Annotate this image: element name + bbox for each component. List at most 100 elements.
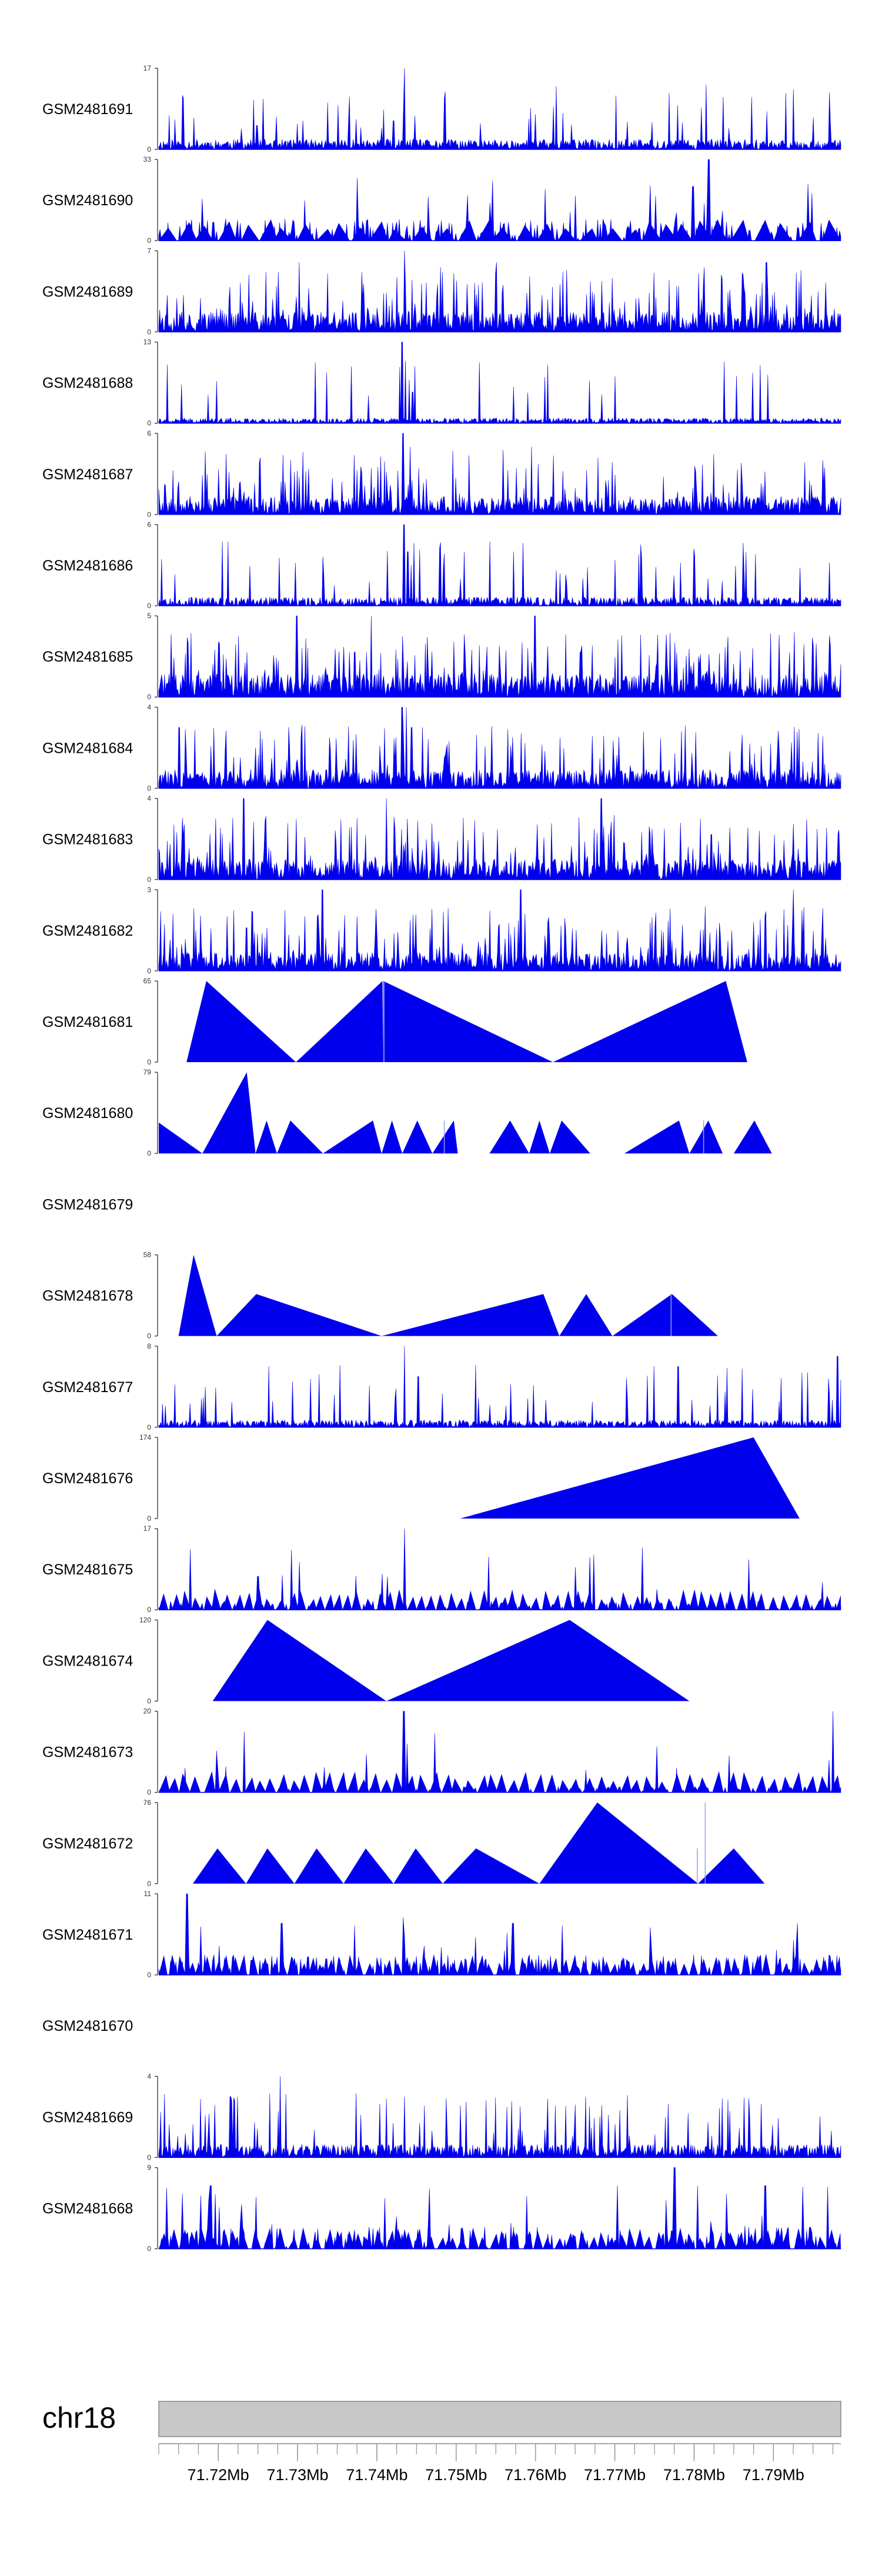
coverage-triangle bbox=[604, 228, 623, 241]
coverage-triangle bbox=[818, 1776, 829, 1793]
coverage-triangle bbox=[216, 1294, 382, 1336]
coverage-triangle bbox=[469, 2227, 479, 2249]
coverage-triangle bbox=[369, 1773, 381, 1793]
y-tick-label-zero: 0 bbox=[147, 967, 151, 975]
y-tick-label-zero: 0 bbox=[147, 1149, 151, 1157]
y-tick-label-max: 33 bbox=[143, 155, 152, 163]
coverage-triangle bbox=[383, 981, 553, 1062]
coverage-triangle bbox=[221, 1955, 230, 1975]
coverage-triangle bbox=[277, 1120, 323, 1154]
coverage-triangle bbox=[346, 1954, 356, 1975]
coverage-triangle bbox=[496, 1774, 507, 1793]
track-label: GSM2481672 bbox=[42, 1836, 133, 1852]
coverage-triangle bbox=[553, 981, 747, 1062]
coverage-triangle bbox=[296, 981, 383, 1062]
coverage-area bbox=[158, 615, 841, 698]
coverage-area bbox=[158, 251, 841, 332]
coverage-area bbox=[158, 433, 841, 515]
track-label: GSM2481677 bbox=[42, 1379, 133, 1396]
coverage-area bbox=[158, 524, 841, 606]
coverage-triangle bbox=[730, 1958, 740, 1975]
coverage-triangle bbox=[550, 1120, 590, 1154]
coverage-area bbox=[158, 1346, 841, 1428]
track-label: GSM2481674 bbox=[42, 1653, 133, 1669]
coverage-triangle bbox=[238, 1954, 247, 1975]
track-GSM2481687: GSM2481687 6 0 bbox=[42, 429, 841, 519]
y-tick-label-max: 6 bbox=[147, 429, 151, 438]
coverage-triangle bbox=[316, 229, 335, 241]
track-GSM2481686: GSM2481686 6 0 bbox=[42, 520, 841, 610]
track-GSM2481683: GSM2481683 4 0 bbox=[42, 795, 841, 884]
chromosome-ideogram bbox=[158, 2401, 841, 2437]
coverage-triangle bbox=[559, 1294, 613, 1336]
y-tick-label-zero: 0 bbox=[147, 2153, 151, 2161]
coverage-triangle bbox=[496, 1963, 505, 1975]
coverage-triangle bbox=[181, 1590, 191, 1610]
coverage-triangle bbox=[380, 1779, 392, 1793]
track-GSM2481674: GSM2481674 120 0 bbox=[42, 1616, 690, 1705]
coverage-triangle bbox=[211, 1589, 221, 1610]
coverage-triangle bbox=[436, 1594, 446, 1610]
coverage-triangle bbox=[382, 1294, 560, 1336]
y-tick-label-zero: 0 bbox=[147, 2245, 151, 2253]
coverage-triangle bbox=[212, 1620, 387, 1701]
coverage-triangle bbox=[589, 2237, 599, 2249]
y-tick-label-zero: 0 bbox=[147, 784, 151, 792]
coverage-triangle bbox=[689, 1589, 699, 1610]
coverage-triangle bbox=[533, 1774, 545, 1793]
y-tick-label-max: 5 bbox=[147, 612, 151, 620]
coverage-triangle bbox=[624, 1120, 690, 1154]
track-label: GSM2481680 bbox=[42, 1105, 133, 1122]
track-label: GSM2481670 bbox=[42, 2018, 133, 2034]
coverage-triangle bbox=[597, 2232, 607, 2249]
coverage-triangle bbox=[659, 224, 677, 241]
coverage-triangle bbox=[596, 1776, 607, 1793]
coverage-triangle bbox=[342, 1594, 352, 1610]
coverage-triangle bbox=[529, 1120, 550, 1154]
coverage-area bbox=[158, 707, 841, 789]
track-label: GSM2481688 bbox=[42, 375, 133, 392]
track-label: GSM2481678 bbox=[42, 1288, 133, 1304]
coverage-triangle bbox=[754, 219, 773, 241]
coverage-triangle bbox=[781, 1776, 792, 1793]
axis-tick-label: 71.79Mb bbox=[743, 2466, 804, 2484]
coverage-triangle bbox=[159, 1775, 170, 1793]
coverage-triangle bbox=[490, 2233, 500, 2249]
coverage-triangle bbox=[312, 1771, 323, 1793]
coverage-triangle bbox=[203, 1596, 213, 1610]
track-label: GSM2481682 bbox=[42, 923, 133, 939]
coverage-area bbox=[158, 2076, 841, 2158]
y-tick-label-zero: 0 bbox=[147, 1514, 151, 1523]
coverage-triangle bbox=[643, 221, 662, 241]
coverage-area bbox=[158, 1893, 841, 1976]
coverage-area bbox=[158, 342, 841, 424]
coverage-triangle bbox=[609, 1964, 619, 1975]
coverage-triangle bbox=[539, 1802, 699, 1884]
coverage-triangle bbox=[447, 1593, 457, 1610]
coverage-triangle bbox=[707, 1593, 717, 1610]
coverage-triangle bbox=[740, 1772, 751, 1793]
axis-tick-label: 71.76Mb bbox=[505, 2466, 566, 2484]
coverage-triangle bbox=[294, 1848, 344, 1884]
coverage-triangle bbox=[767, 1778, 779, 1793]
y-tick-label-zero: 0 bbox=[147, 419, 151, 428]
track-GSM2481671: GSM2481671 11 0 bbox=[42, 1890, 841, 1979]
chromosome-label: chr18 bbox=[42, 2401, 116, 2434]
coverage-triangle bbox=[307, 1599, 317, 1610]
coverage-triangle bbox=[489, 1120, 529, 1154]
y-tick-label-max: 4 bbox=[147, 703, 151, 711]
coverage-triangle bbox=[698, 1591, 708, 1610]
coverage-triangle bbox=[680, 1963, 689, 1975]
axis-tick-label: 71.72Mb bbox=[188, 2466, 249, 2484]
track-label: GSM2481675 bbox=[42, 1561, 133, 1578]
coverage-triangle bbox=[382, 1120, 403, 1154]
coverage-triangle bbox=[276, 2227, 286, 2249]
coverage-triangle bbox=[639, 1963, 648, 1975]
coverage-triangle bbox=[159, 1955, 168, 1975]
y-tick-label-zero: 0 bbox=[147, 510, 151, 519]
track-GSM2481689: GSM2481689 7 0 bbox=[42, 246, 841, 336]
coverage-triangle bbox=[343, 1848, 394, 1884]
coverage-triangle bbox=[629, 1780, 641, 1793]
y-tick-label-zero: 0 bbox=[147, 1606, 151, 1614]
